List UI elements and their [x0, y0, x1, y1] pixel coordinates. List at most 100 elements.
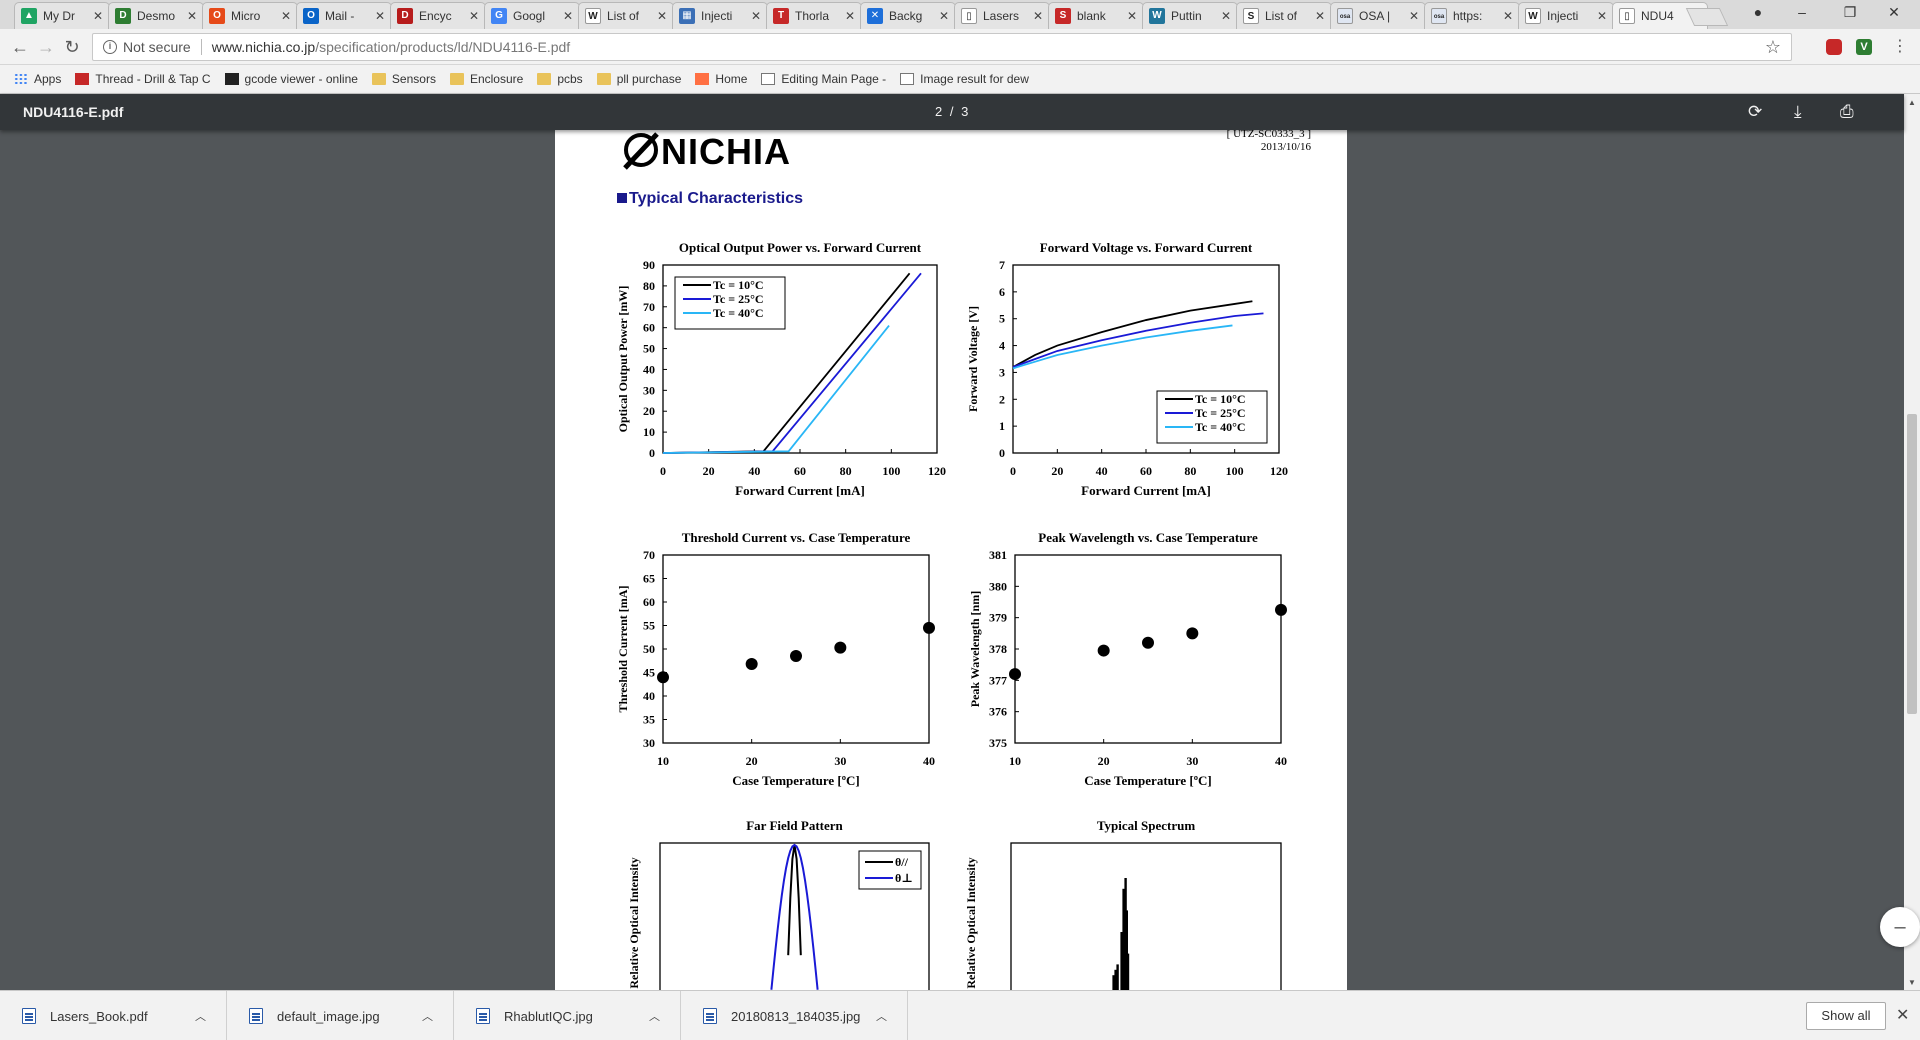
- address-bar[interactable]: i Not secure www.nichia.co.jp /specifica…: [92, 33, 1792, 61]
- section-title: Typical Characteristics: [629, 190, 804, 207]
- print-icon[interactable]: ⎙: [1840, 102, 1854, 121]
- chevron-up-icon[interactable]: ︿: [876, 1011, 887, 1023]
- bookmark-item[interactable]: Apps: [14, 72, 61, 86]
- show-all-button[interactable]: Show all: [1806, 1002, 1886, 1030]
- new-tab-button[interactable]: [1685, 8, 1729, 26]
- rotate-icon[interactable]: ⟳: [1748, 102, 1763, 121]
- chevron-up-icon[interactable]: ︿: [195, 1011, 206, 1023]
- tab-close-icon[interactable]: ✕: [938, 9, 949, 23]
- bookmark-item[interactable]: pcbs: [537, 72, 583, 86]
- browser-tab[interactable]: osa https: ✕: [1424, 2, 1520, 29]
- browser-tab[interactable]: ▯ Lasers ✕: [954, 2, 1050, 29]
- scrollbar-thumb[interactable]: [1907, 414, 1917, 714]
- tab-close-icon[interactable]: ✕: [1220, 9, 1231, 23]
- browser-tab[interactable]: osa OSA | ✕: [1330, 2, 1426, 29]
- browser-tab[interactable]: G Googl ✕: [484, 2, 580, 29]
- tab-close-icon[interactable]: ✕: [1314, 9, 1325, 23]
- minimize-icon[interactable]: –: [1798, 4, 1806, 20]
- zoom-out-button[interactable]: –: [1880, 907, 1920, 947]
- security-label: Not secure: [123, 39, 191, 55]
- v-extension-icon[interactable]: V: [1856, 39, 1872, 55]
- chevron-up-icon[interactable]: ︿: [422, 1011, 433, 1023]
- spectrum-bar: [1122, 888, 1125, 990]
- browser-tab[interactable]: O Micro ✕: [202, 2, 298, 29]
- browser-tab[interactable]: W Injecti ✕: [1518, 2, 1614, 29]
- download-item[interactable]: default_image.jpg ︿: [227, 991, 454, 1040]
- download-item[interactable]: 20180813_184035.jpg ︿: [681, 991, 908, 1040]
- series-line: [1012, 312, 1264, 368]
- y-tick-label: 377: [989, 673, 1007, 687]
- bookmark-red-icon: [75, 73, 90, 85]
- download-icon[interactable]: ⤓: [1794, 102, 1802, 121]
- downloads-close-icon[interactable]: ✕: [1896, 1007, 1910, 1024]
- browser-tab[interactable]: ▦ Injecti ✕: [672, 2, 768, 29]
- y-tick-label: 70: [643, 300, 655, 314]
- bookmark-star-icon[interactable]: ☆: [1764, 37, 1781, 57]
- bookmark-label: gcode viewer - online: [244, 72, 358, 86]
- tab-close-icon[interactable]: ✕: [1032, 9, 1043, 23]
- shield-extension-icon[interactable]: [1826, 39, 1842, 55]
- restore-icon[interactable]: ❐: [1843, 4, 1857, 20]
- info-icon[interactable]: i: [103, 40, 117, 54]
- back-arrow-icon[interactable]: ←: [11, 37, 29, 57]
- forward-arrow-icon[interactable]: →: [37, 37, 55, 57]
- tab-close-icon[interactable]: ✕: [186, 9, 197, 23]
- chevron-up-icon[interactable]: ︿: [649, 1011, 660, 1023]
- tab-close-icon[interactable]: ✕: [844, 9, 855, 23]
- tab-close-icon[interactable]: ✕: [468, 9, 479, 23]
- tab-close-icon[interactable]: ✕: [280, 9, 291, 23]
- browser-tab[interactable]: D Desmo ✕: [108, 2, 204, 29]
- tab-label: https:: [1453, 9, 1483, 23]
- legend-entry: Tc = 25°C: [713, 292, 764, 306]
- tab-close-icon[interactable]: ✕: [750, 9, 761, 23]
- tab-close-icon[interactable]: ✕: [1126, 9, 1137, 23]
- browser-tab[interactable]: ▲ My Dr ✕: [14, 2, 110, 29]
- tab-close-icon[interactable]: ✕: [656, 9, 667, 23]
- reload-icon[interactable]: ↻: [64, 37, 80, 57]
- bookmark-item[interactable]: pll purchase: [596, 72, 681, 86]
- bookmark-item[interactable]: Sensors: [371, 72, 436, 86]
- vertical-scrollbar[interactable]: ▲ ▼: [1904, 94, 1920, 990]
- x-axis-label: Forward Current [mA]: [735, 483, 865, 498]
- y-tick-label: 10: [643, 425, 655, 439]
- browser-tab[interactable]: D Encyc ✕: [390, 2, 486, 29]
- scroll-down-icon[interactable]: ▼: [1908, 978, 1916, 987]
- browser-tab[interactable]: T Thorla ✕: [766, 2, 862, 29]
- browser-tab[interactable]: S List of ✕: [1236, 2, 1332, 29]
- browser-tab[interactable]: W Puttin ✕: [1142, 2, 1238, 29]
- browser-tab[interactable]: ✕ Backg ✕: [860, 2, 956, 29]
- download-filename: 20180813_184035.jpg: [731, 1008, 861, 1024]
- x-tick-label: 30: [834, 754, 846, 768]
- wikipedia-icon: [900, 73, 915, 85]
- bookmark-item[interactable]: gcode viewer - online: [224, 72, 358, 86]
- tab-label: blank: [1077, 9, 1106, 23]
- menu-kebab-icon[interactable]: ⋮: [1892, 38, 1908, 55]
- tab-close-icon[interactable]: ✕: [374, 9, 385, 23]
- bookmark-item[interactable]: Enclosure: [449, 72, 523, 86]
- x-tick-label: 60: [1140, 464, 1152, 478]
- scroll-up-icon[interactable]: ▲: [1908, 98, 1916, 107]
- y-axis-label: Forward Voltage [V]: [966, 306, 980, 412]
- bookmark-item[interactable]: Image result for dew: [900, 72, 1029, 86]
- tab-close-icon[interactable]: ✕: [562, 9, 573, 23]
- bookmark-item[interactable]: Thread - Drill & Tap C: [75, 72, 211, 86]
- tab-close-icon[interactable]: ✕: [1596, 9, 1607, 23]
- download-item[interactable]: RhablutIQC.jpg ︿: [454, 991, 681, 1040]
- browser-tab[interactable]: W List of ✕: [578, 2, 674, 29]
- file-icon: [703, 1008, 717, 1024]
- pdf-viewer[interactable]: NICHIA [ UTZ-SC0333_3 ] 2013/10/16 Typic…: [0, 130, 1904, 990]
- window-close-icon[interactable]: ✕: [1888, 4, 1900, 20]
- legend-entry: Tc = 40°C: [713, 306, 764, 320]
- brand-name: NICHIA: [661, 131, 791, 172]
- tab-close-icon[interactable]: ✕: [1502, 9, 1513, 23]
- bookmark-item[interactable]: Home: [695, 72, 747, 86]
- download-item[interactable]: Lasers_Book.pdf ︿: [0, 991, 227, 1040]
- browser-tab[interactable]: O Mail - ✕: [296, 2, 392, 29]
- bookmark-label: pcbs: [557, 72, 583, 86]
- tab-close-icon[interactable]: ✕: [1408, 9, 1419, 23]
- legend-entry: Tc = 40°C: [1195, 420, 1246, 434]
- profile-icon[interactable]: ●: [1753, 4, 1763, 20]
- tab-close-icon[interactable]: ✕: [92, 9, 103, 23]
- bookmark-item[interactable]: Editing Main Page -: [761, 72, 886, 86]
